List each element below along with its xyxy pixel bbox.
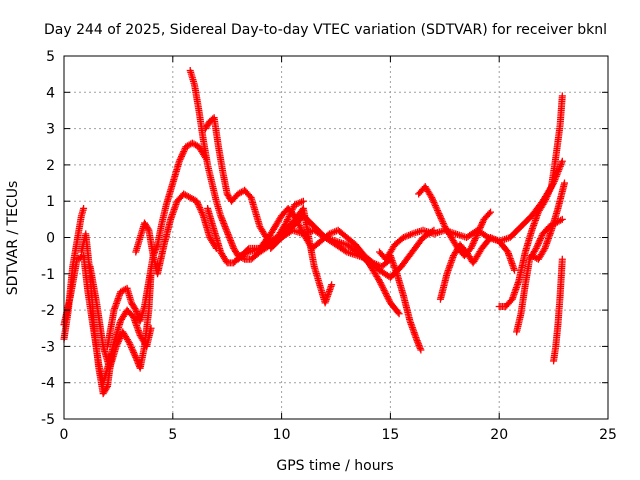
series-arc-4 (86, 263, 155, 372)
series-arc-15 (436, 234, 518, 303)
y-tick-label: 1 (46, 194, 55, 210)
y-tick-label: -1 (41, 267, 55, 283)
x-tick-label: 0 (60, 427, 69, 443)
y-tick-label: -3 (41, 339, 55, 355)
chart-title: Day 244 of 2025, Sidereal Day-to-day VTE… (44, 22, 607, 38)
x-axis-label: GPS time / hours (276, 458, 393, 474)
x-tick-label: 25 (599, 427, 617, 443)
series-arc-16 (495, 92, 566, 310)
series-arc-7 (186, 67, 336, 307)
x-tick-label: 5 (168, 427, 177, 443)
series-arc-6 (132, 190, 220, 278)
y-tick-label: -4 (41, 376, 55, 392)
series-arc-18 (528, 179, 568, 263)
y-tick-label: 2 (46, 158, 55, 174)
y-tick-label: 5 (46, 49, 55, 65)
x-axis-ticks: 0 5 10 15 20 25 (60, 56, 617, 443)
y-tick-label: 4 (46, 85, 55, 101)
series-arc-5 (104, 139, 209, 350)
x-tick-label: 15 (381, 427, 399, 443)
y-tick-label: 0 (46, 231, 55, 247)
x-tick-label: 20 (490, 427, 508, 443)
y-tick-label: 3 (46, 122, 55, 138)
y-axis-ticks: 5 4 3 2 1 0 -1 -2 -3 -4 -5 (41, 49, 608, 428)
x-tick-label: 10 (273, 427, 291, 443)
y-tick-label: -5 (41, 412, 55, 428)
y-axis-label: SDTVAR / TECUs (5, 181, 21, 296)
data-points (60, 67, 568, 398)
series-arc-11 (267, 212, 438, 281)
series-arc-19 (550, 255, 566, 365)
y-tick-label: -2 (41, 303, 55, 319)
